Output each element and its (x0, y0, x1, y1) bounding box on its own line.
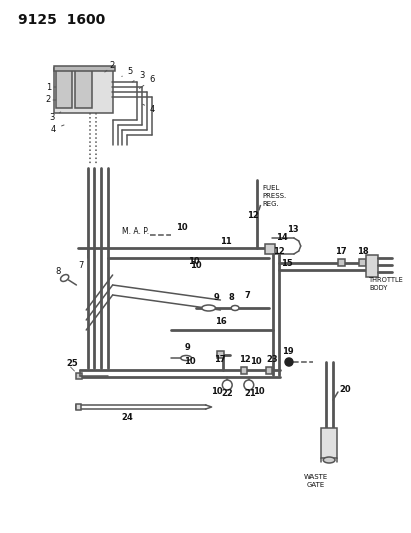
Text: REG.: REG. (263, 201, 279, 207)
Text: 9: 9 (184, 343, 190, 352)
Text: 13: 13 (287, 225, 299, 235)
Text: GATE: GATE (306, 482, 325, 488)
Text: 10: 10 (253, 387, 264, 397)
Text: M. A. P.: M. A. P. (122, 228, 150, 237)
Text: BODY: BODY (369, 285, 388, 291)
Bar (76, 373, 82, 379)
Bar (360, 259, 366, 266)
Text: 14: 14 (276, 232, 288, 241)
Ellipse shape (323, 457, 335, 463)
Bar (76, 404, 81, 410)
Text: 10: 10 (176, 223, 188, 232)
Bar (54, 68, 113, 113)
Circle shape (285, 358, 293, 366)
Text: 18: 18 (357, 247, 368, 256)
Ellipse shape (202, 305, 215, 311)
Text: 10: 10 (190, 261, 202, 270)
Bar (321, 428, 337, 458)
Text: 10: 10 (188, 257, 200, 266)
Text: 7: 7 (79, 261, 84, 270)
Text: 3: 3 (132, 70, 145, 82)
Text: 4: 4 (51, 125, 64, 133)
Text: 25: 25 (67, 359, 79, 368)
Text: 8: 8 (56, 268, 61, 277)
Text: 12: 12 (247, 211, 259, 220)
Text: 10: 10 (184, 358, 196, 367)
Text: 11: 11 (220, 237, 232, 246)
Text: 20: 20 (339, 385, 351, 394)
Bar (366, 255, 378, 277)
Text: 9125  1600: 9125 1600 (18, 13, 105, 27)
Bar (76, 70, 92, 108)
Text: 4: 4 (143, 104, 155, 114)
Text: 16: 16 (215, 318, 227, 327)
Circle shape (244, 380, 254, 390)
Bar (266, 367, 272, 374)
Text: 2: 2 (105, 61, 115, 72)
Text: 19: 19 (282, 348, 294, 357)
Text: 9: 9 (214, 294, 219, 303)
Text: 3: 3 (49, 112, 61, 123)
Text: WASTE: WASTE (303, 474, 328, 480)
Bar (241, 367, 247, 374)
Text: 7: 7 (245, 292, 251, 301)
Ellipse shape (231, 305, 239, 311)
Text: FUEL: FUEL (263, 185, 280, 191)
Text: 21: 21 (244, 389, 256, 398)
Bar (56, 70, 72, 108)
Text: 10: 10 (210, 387, 222, 397)
Text: 5: 5 (122, 67, 133, 76)
Circle shape (222, 380, 232, 390)
Ellipse shape (181, 356, 192, 360)
Bar (266, 244, 275, 254)
Text: PRESS.: PRESS. (263, 193, 287, 199)
Text: THROTTLE: THROTTLE (369, 277, 404, 283)
Bar (338, 259, 345, 266)
Bar (54, 66, 115, 71)
Text: 22: 22 (222, 389, 233, 398)
Text: 8: 8 (228, 294, 234, 303)
Text: 6: 6 (139, 76, 154, 88)
Text: 15: 15 (281, 259, 293, 268)
Bar (217, 351, 224, 358)
Text: 10: 10 (250, 358, 261, 367)
Text: 17: 17 (215, 356, 226, 365)
Text: 2: 2 (45, 95, 56, 104)
Text: 17: 17 (335, 247, 346, 256)
Text: 12: 12 (239, 356, 251, 365)
Text: 12: 12 (273, 247, 285, 256)
Text: 24: 24 (122, 414, 133, 423)
Ellipse shape (60, 274, 69, 281)
Text: 23: 23 (266, 356, 278, 365)
Text: 1: 1 (46, 83, 56, 92)
